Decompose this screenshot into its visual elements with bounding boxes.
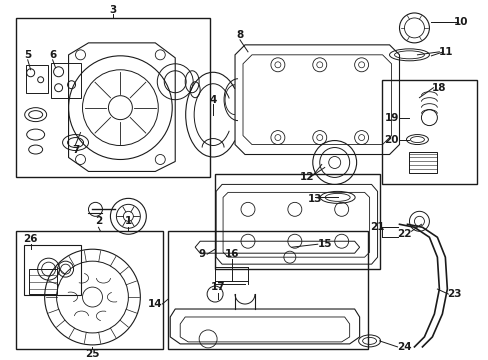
Text: 3: 3 <box>110 5 117 15</box>
Text: 4: 4 <box>209 95 216 105</box>
Bar <box>168 231 367 349</box>
Bar <box>23 245 81 295</box>
Text: 1: 1 <box>124 216 132 226</box>
Text: 17: 17 <box>210 282 225 292</box>
Bar <box>16 18 210 177</box>
Text: 20: 20 <box>384 135 398 145</box>
Text: 14: 14 <box>148 299 163 309</box>
Text: 18: 18 <box>431 83 446 93</box>
Text: 26: 26 <box>23 234 38 244</box>
Bar <box>215 175 379 269</box>
Text: 7: 7 <box>72 144 79 154</box>
Text: 22: 22 <box>396 229 411 239</box>
Text: 13: 13 <box>307 194 322 204</box>
Text: 2: 2 <box>95 216 102 226</box>
Text: 8: 8 <box>236 30 243 40</box>
Bar <box>16 231 163 349</box>
Text: 19: 19 <box>384 113 398 123</box>
Text: 5: 5 <box>24 50 31 60</box>
Text: 16: 16 <box>224 249 239 259</box>
Bar <box>51 63 81 98</box>
Bar <box>381 80 476 184</box>
Text: 12: 12 <box>299 172 313 183</box>
Text: 23: 23 <box>446 289 461 299</box>
Text: 10: 10 <box>453 17 468 27</box>
Bar <box>408 152 436 174</box>
Text: 11: 11 <box>438 47 453 57</box>
Text: 24: 24 <box>396 342 411 352</box>
Text: 6: 6 <box>49 50 56 60</box>
Text: 15: 15 <box>317 239 331 249</box>
Text: 25: 25 <box>85 349 100 359</box>
Bar <box>26 65 47 93</box>
Text: 21: 21 <box>369 222 384 232</box>
Bar <box>29 269 57 294</box>
Text: 9: 9 <box>198 249 205 259</box>
